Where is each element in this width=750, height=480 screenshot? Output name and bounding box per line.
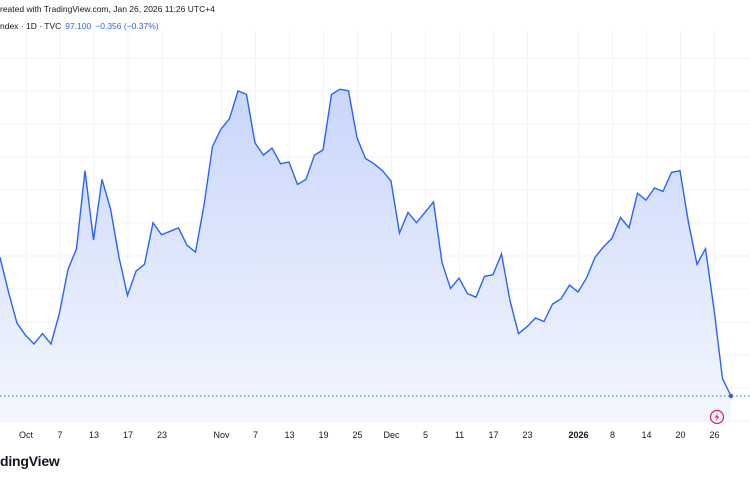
x-tick-label: 7 (57, 430, 62, 440)
chart-created-caption: reated with TradingView.com, Jan 26, 202… (0, 4, 215, 14)
x-tick-label: 20 (675, 430, 685, 440)
x-tick-label: 2026 (568, 430, 588, 440)
x-tick-label: 14 (641, 430, 651, 440)
x-tick-label: 23 (157, 430, 167, 440)
x-tick-label: 11 (455, 430, 464, 440)
x-tick-label: 13 (89, 430, 99, 440)
x-tick-label: Nov (213, 430, 230, 440)
x-tick-label: 7 (253, 430, 258, 440)
x-tick-label: 19 (318, 430, 328, 440)
tradingview-logo-text: dingView (0, 453, 60, 469)
price-change: −0.356 (−0.37%) (95, 21, 159, 31)
symbol-name: ndex · 1D · TVC (0, 21, 62, 31)
x-tick-label: 17 (488, 430, 498, 440)
x-tick-label: 17 (123, 430, 133, 440)
x-axis: Oct 7 13 17 23 Nov 7 13 19 25 Dec 5 11 17 23 2026 8 14 20 2… (19, 430, 720, 440)
price-chart[interactable]: Oct 7 13 17 23 Nov 7 13 19 25 Dec 5 11 17 23 2026 8 14 20 2… (0, 0, 750, 440)
x-tick-label: Oct (19, 430, 34, 440)
x-tick-label: 5 (423, 430, 428, 440)
price-area-fill (0, 89, 731, 422)
symbol-legend: ndex · 1D · TVC 97.100 −0.356 (−0.37%) (0, 21, 159, 31)
lightning-icon[interactable] (709, 409, 725, 425)
last-price-dot (728, 393, 734, 399)
x-tick-label: 13 (284, 430, 294, 440)
x-tick-label: 8 (610, 430, 615, 440)
x-tick-label: 25 (352, 430, 362, 440)
x-tick-label: 26 (709, 430, 719, 440)
x-tick-label: Dec (383, 430, 400, 440)
last-price: 97.100 (65, 21, 92, 31)
x-tick-label: 23 (522, 430, 532, 440)
price-line (0, 88, 732, 397)
